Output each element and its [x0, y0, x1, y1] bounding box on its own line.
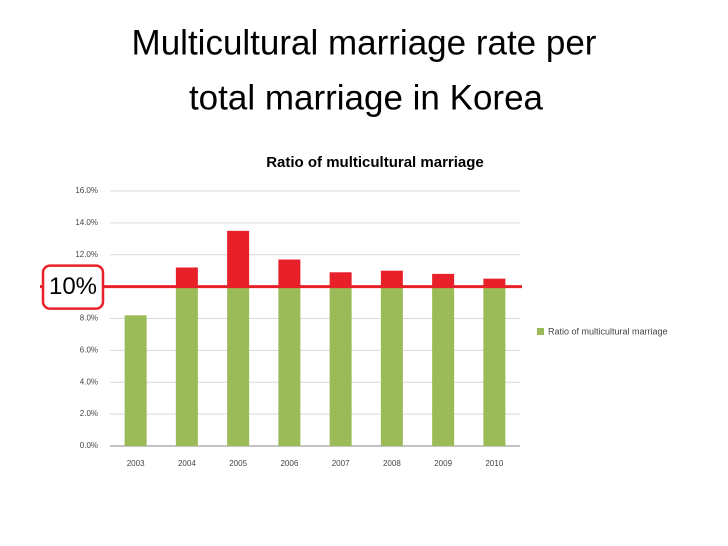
slide-title: total marriage in Korea	[189, 78, 544, 117]
bar	[483, 286, 506, 446]
bar-above-threshold	[278, 259, 301, 287]
bar	[329, 286, 352, 446]
x-tick-label: 2008	[383, 459, 401, 468]
x-tick-label: 2006	[280, 459, 298, 468]
slide-title: Multicultural marriage rate per	[132, 23, 597, 62]
bar	[278, 286, 301, 446]
x-tick-label: 2003	[127, 459, 145, 468]
bar	[380, 286, 403, 446]
x-tick-label: 2010	[485, 459, 503, 468]
y-tick-label: 8.0%	[80, 314, 98, 323]
bar-above-threshold	[432, 273, 455, 287]
y-tick-label: 0.0%	[80, 441, 98, 450]
bar-above-threshold	[483, 278, 506, 287]
threshold-label: 10%	[49, 273, 97, 300]
bar	[124, 315, 147, 446]
bar-above-threshold	[329, 272, 352, 287]
y-tick-label: 6.0%	[80, 345, 98, 354]
legend-swatch	[537, 328, 544, 335]
bar	[432, 286, 455, 446]
bar-above-threshold	[227, 230, 250, 287]
bar-above-threshold	[175, 267, 198, 287]
bar-above-threshold	[380, 270, 403, 287]
y-tick-label: 2.0%	[80, 409, 98, 418]
bar	[227, 286, 250, 446]
legend-label: Ratio of multicultural marriage	[548, 326, 668, 336]
x-tick-label: 2005	[229, 459, 247, 468]
y-tick-label: 12.0%	[75, 250, 98, 259]
x-tick-label: 2007	[332, 459, 350, 468]
bar	[175, 286, 198, 446]
x-tick-label: 2004	[178, 459, 196, 468]
y-tick-label: 4.0%	[80, 377, 98, 386]
y-tick-label: 16.0%	[75, 186, 98, 195]
chart-title: Ratio of multicultural marriage	[266, 154, 484, 171]
threshold-box	[41, 264, 105, 310]
x-tick-label: 2009	[434, 459, 452, 468]
y-tick-label: 14.0%	[75, 218, 98, 227]
